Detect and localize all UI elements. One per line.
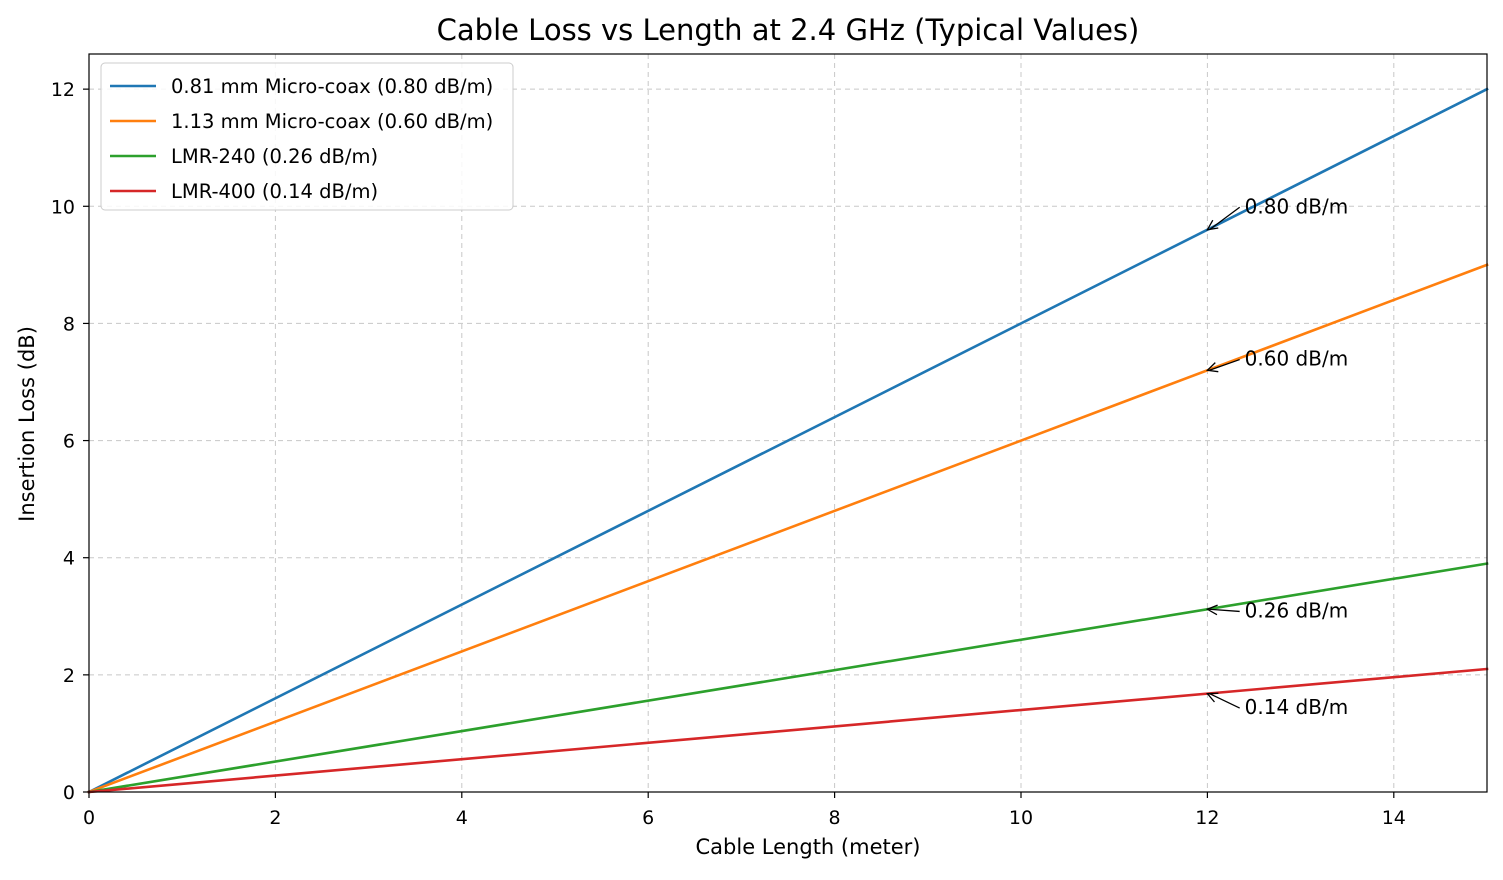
x-tick-label: 2 — [269, 807, 281, 829]
annotation-arrowhead-0 — [1206, 219, 1219, 231]
y-tick-label: 8 — [63, 313, 75, 335]
series-line-0 — [87, 87, 1489, 794]
x-tick-label: 4 — [456, 807, 468, 829]
legend-label-0: 0.81 mm Micro-coax (0.80 dB/m) — [171, 75, 493, 98]
y-axis-label: Insertion Loss (dB) — [15, 326, 39, 522]
y-tick-label: 12 — [51, 79, 75, 101]
annotation-arrow-2 — [1209, 608, 1240, 613]
annotation-label-3: 0.14 dB/m — [1245, 695, 1349, 719]
annotation-arrowhead-1 — [1205, 362, 1219, 373]
annotation-arrow-1 — [1209, 358, 1240, 371]
y-tick-label: 2 — [63, 665, 75, 687]
x-tick-label: 0 — [83, 807, 95, 829]
annotation-label-0: 0.80 dB/m — [1245, 194, 1349, 218]
series-line-2 — [87, 562, 1489, 794]
annotation-arrowhead-2 — [1205, 604, 1218, 616]
legend-label-1: 1.13 mm Micro-coax (0.60 dB/m) — [171, 110, 493, 133]
x-tick-label: 8 — [829, 807, 841, 829]
x-axis-label: Cable Length (meter) — [696, 835, 921, 859]
annotation-arrowhead-3 — [1206, 692, 1219, 703]
y-tick-label: 10 — [51, 196, 75, 218]
annotations: 0.80 dB/m 0.60 dB/m 0.26 dB/m 0.14 dB/m — [1205, 194, 1349, 719]
y-tick-label: 0 — [63, 782, 75, 804]
x-tick-label: 12 — [1195, 807, 1219, 829]
axis-ticks: 0 2 4 6 8 10 12 14 0 2 4 6 8 10 12 — [51, 79, 1406, 829]
series-lines — [87, 87, 1489, 794]
x-tick-label: 14 — [1382, 807, 1406, 829]
annotation-label-2: 0.26 dB/m — [1245, 598, 1349, 622]
y-tick-label: 6 — [63, 431, 75, 453]
annotation-label-1: 0.60 dB/m — [1245, 347, 1349, 371]
legend-items: 0.81 mm Micro-coax (0.80 dB/m) 1.13 mm Mi… — [110, 75, 493, 203]
x-tick-label: 6 — [642, 807, 654, 829]
plot-frame — [88, 53, 1488, 793]
series-line-1 — [87, 263, 1489, 794]
annotation-arrow-3 — [1209, 693, 1240, 709]
chart-title: Cable Loss vs Length at 2.4 GHz (Typical… — [437, 13, 1140, 47]
legend-box — [100, 62, 514, 211]
annotation-arrow-0 — [1209, 206, 1241, 231]
legend-label-3: LMR-400 (0.14 dB/m) — [171, 180, 378, 203]
series-line-3 — [87, 667, 1489, 794]
y-tick-label: 4 — [63, 548, 75, 570]
legend: 0.81 mm Micro-coax (0.80 dB/m) 1.13 mm Mi… — [100, 62, 514, 211]
x-tick-label: 10 — [1009, 807, 1033, 829]
legend-label-2: LMR-240 (0.26 dB/m) — [171, 145, 378, 168]
